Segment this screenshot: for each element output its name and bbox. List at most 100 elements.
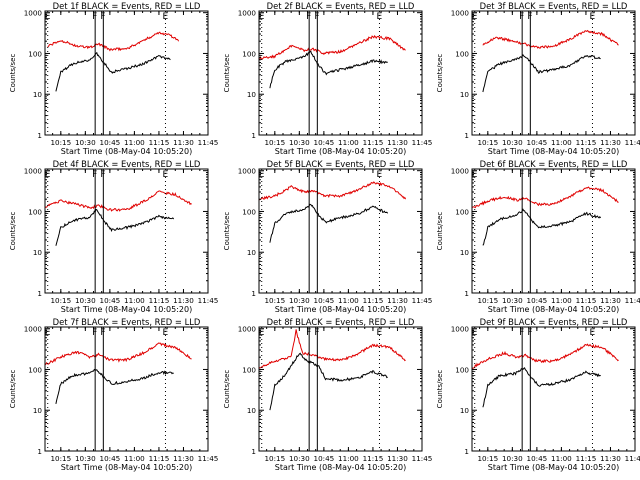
- x-tick-label: 11:45: [412, 296, 433, 305]
- chart-title: Det 6f BLACK = Events, RED = LLD: [480, 159, 628, 169]
- x-tick-label: 10:30: [75, 454, 96, 463]
- marker-label-4: E: [589, 170, 595, 180]
- events-series-line: [269, 352, 388, 411]
- x-axis-label: Start Time (08-May-04 10:05:20): [61, 147, 192, 156]
- y-axis-label: Counts/sec: [9, 54, 17, 93]
- marker-label-2: F: [306, 12, 311, 22]
- y-tick-label: 100: [242, 365, 256, 374]
- x-tick-label: 11:15: [149, 454, 170, 463]
- events-series-line: [482, 54, 601, 93]
- lld-series-line: [44, 190, 192, 212]
- x-axis-label: Start Time (08-May-04 10:05:20): [275, 147, 406, 156]
- chart-title: Det 9f BLACK = Events, RED = LLD: [480, 317, 628, 327]
- x-tick-label: 10:15: [264, 454, 285, 463]
- x-tick-label: 11:00: [338, 296, 359, 305]
- lld-series-line: [471, 186, 619, 209]
- marker-label-4: E: [376, 170, 382, 180]
- plot-frame: [258, 326, 423, 452]
- y-axis-label: Counts/sec: [9, 370, 17, 409]
- x-tick-label: 11:15: [576, 138, 597, 147]
- marker-label-1: E: [259, 12, 265, 22]
- x-tick-label: 10:15: [477, 454, 498, 463]
- y-axis-label: Counts/sec: [436, 212, 444, 251]
- x-tick-label: 11:45: [412, 454, 433, 463]
- marker-label-2: F: [92, 12, 97, 22]
- marker-label-2: F: [519, 328, 524, 338]
- x-tick-label: 11:00: [124, 138, 145, 147]
- y-axis-label: Counts/sec: [223, 370, 231, 409]
- x-axis-label: Start Time (08-May-04 10:05:20): [488, 147, 619, 156]
- x-axis-label: Start Time (08-May-04 10:05:20): [61, 305, 192, 314]
- x-tick-label: 11:30: [387, 296, 408, 305]
- y-tick-label: 10: [33, 406, 43, 415]
- y-tick-label: 100: [28, 207, 42, 216]
- events-series-line: [269, 203, 389, 243]
- y-tick-label: 10: [460, 406, 470, 415]
- y-tick-label: 10: [33, 248, 43, 257]
- x-tick-label: 11:45: [198, 138, 219, 147]
- x-tick-label: 10:15: [264, 138, 285, 147]
- y-tick-label: 1000: [451, 167, 470, 176]
- lld-series-line: [47, 31, 180, 52]
- marker-label-3: F: [100, 328, 105, 338]
- marker-label-4: E: [162, 12, 168, 22]
- x-tick-label: 11:00: [551, 454, 572, 463]
- y-tick-label: 1000: [451, 9, 470, 18]
- x-tick-label: 10:45: [100, 454, 121, 463]
- y-tick-label: 100: [455, 365, 469, 374]
- y-tick-label: 1: [464, 131, 469, 140]
- y-tick-label: 10: [247, 406, 257, 415]
- plot-frame: [471, 326, 636, 452]
- x-tick-label: 10:15: [50, 138, 71, 147]
- events-series-line: [55, 208, 175, 246]
- marker-label-4: E: [162, 328, 168, 338]
- y-tick-label: 1: [251, 289, 256, 298]
- x-tick-label: 11:45: [625, 296, 640, 305]
- chart-title: Det 7f BLACK = Events, RED = LLD: [53, 317, 201, 327]
- y-tick-label: 100: [242, 207, 256, 216]
- events-series-line: [55, 51, 171, 92]
- x-tick-label: 11:45: [198, 296, 219, 305]
- x-tick-label: 11:00: [338, 454, 359, 463]
- y-tick-label: 10: [33, 90, 43, 99]
- y-tick-label: 1000: [238, 9, 257, 18]
- plot-frame: [44, 168, 209, 294]
- marker-label-2: F: [306, 170, 311, 180]
- lld-series-line: [482, 29, 619, 49]
- chart-title: Det 2f BLACK = Events, RED = LLD: [267, 1, 415, 11]
- plot-frame: [471, 168, 636, 294]
- marker-label-4: E: [589, 12, 595, 22]
- marker-label-4: E: [162, 170, 168, 180]
- x-axis-label: Start Time (08-May-04 10:05:20): [488, 463, 619, 472]
- x-tick-label: 10:45: [314, 296, 335, 305]
- events-series-line: [269, 50, 388, 89]
- y-axis-label: Counts/sec: [223, 54, 231, 93]
- x-tick-label: 10:45: [527, 138, 548, 147]
- y-tick-label: 100: [242, 49, 256, 58]
- y-tick-label: 1: [251, 447, 256, 456]
- x-axis-label: Start Time (08-May-04 10:05:20): [275, 305, 406, 314]
- marker-label-1: E: [472, 170, 478, 180]
- y-tick-label: 1000: [238, 167, 257, 176]
- plot-frame: [258, 10, 423, 136]
- y-tick-label: 1: [37, 131, 42, 140]
- marker-label-4: E: [376, 12, 382, 22]
- marker-label-3: F: [314, 328, 319, 338]
- y-tick-label: 100: [455, 207, 469, 216]
- x-tick-label: 10:15: [264, 296, 285, 305]
- marker-label-1: E: [472, 328, 478, 338]
- marker-label-3: F: [527, 328, 532, 338]
- y-tick-label: 1000: [24, 167, 43, 176]
- chart-title: Det 4f BLACK = Events, RED = LLD: [53, 159, 201, 169]
- x-tick-label: 11:00: [124, 296, 145, 305]
- y-tick-label: 1: [251, 131, 256, 140]
- marker-label-1: E: [45, 12, 51, 22]
- x-tick-label: 11:45: [625, 454, 640, 463]
- x-tick-label: 11:00: [124, 454, 145, 463]
- chart-title: Det 5f BLACK = Events, RED = LLD: [267, 159, 415, 169]
- marker-label-3: F: [314, 12, 319, 22]
- x-tick-label: 10:30: [502, 296, 523, 305]
